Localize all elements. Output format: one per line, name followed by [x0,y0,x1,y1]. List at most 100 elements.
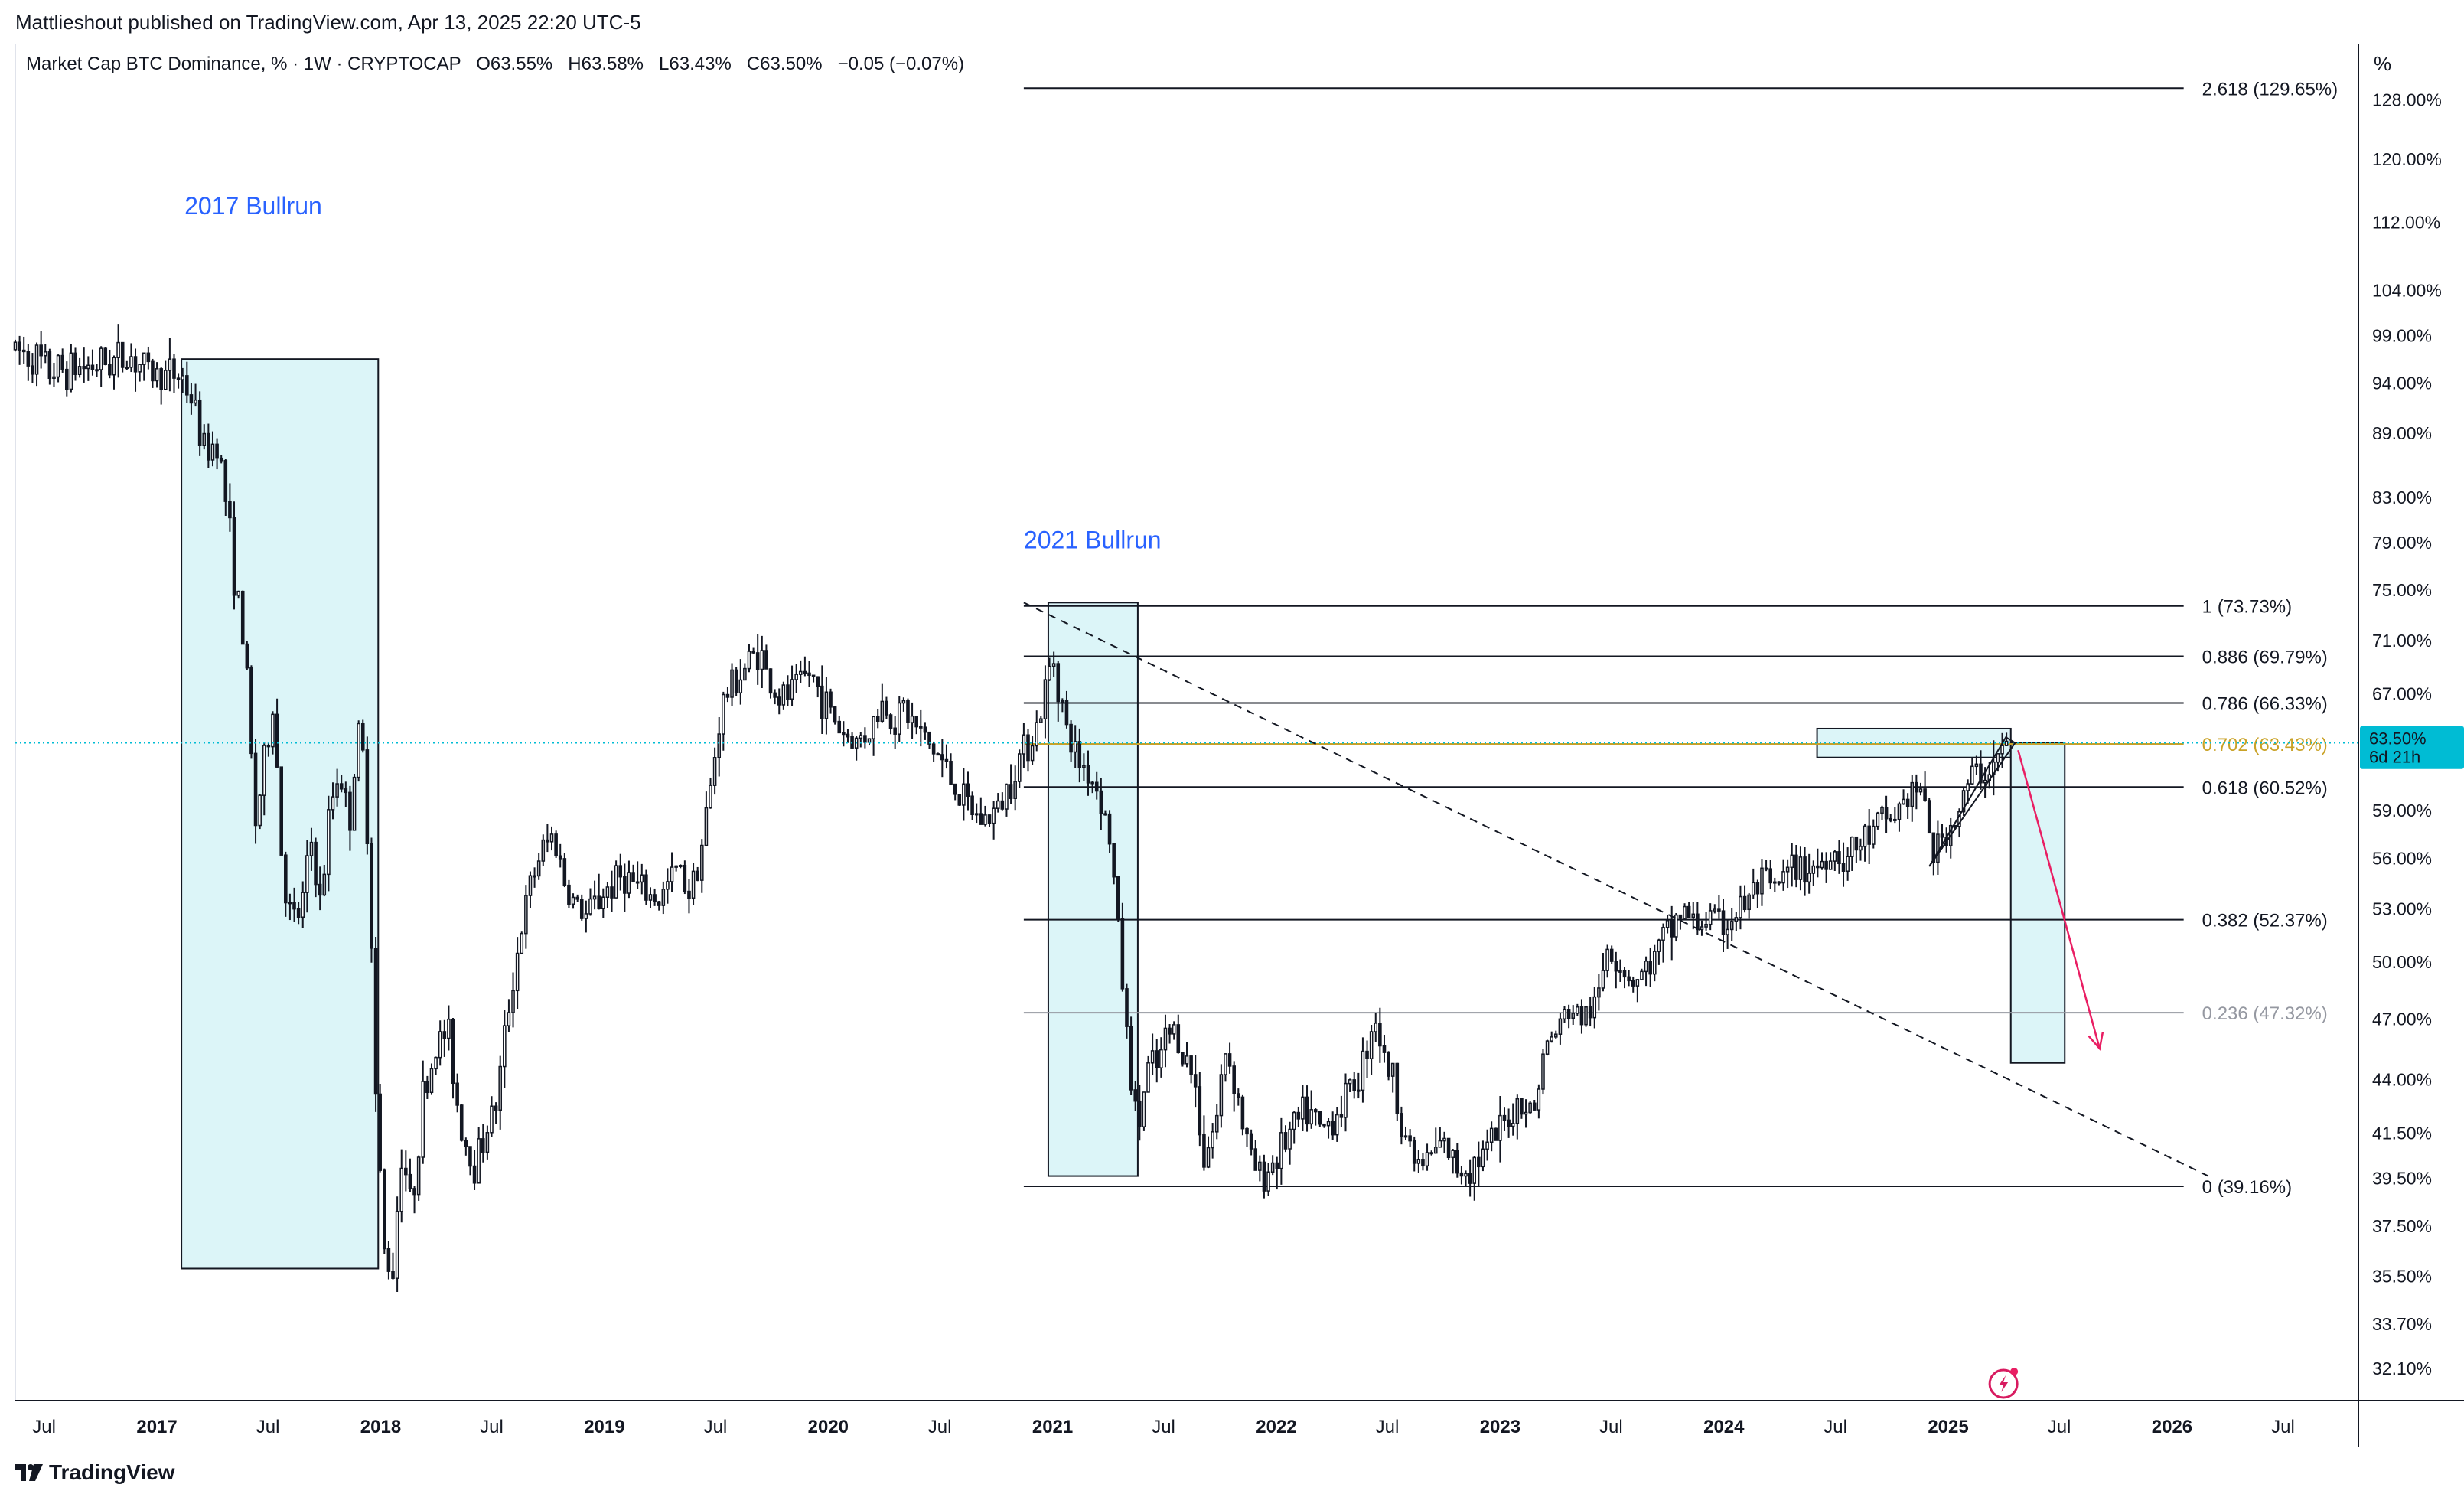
candle-body [1670,920,1674,938]
candle-body [554,833,558,857]
candle-body [515,952,520,992]
time-tick-label: 2020 [808,1417,849,1437]
candle-body [1605,948,1609,971]
candle-body [1550,1036,1553,1042]
candle-body [588,898,592,915]
candle-body [1768,868,1772,884]
candle-body [1043,679,1048,719]
candle-body [464,1140,468,1147]
candle-body [1760,867,1764,895]
candle-body [485,1132,490,1153]
candle-body [1915,781,1918,793]
candle-body [490,1105,494,1134]
candle-body [1262,1161,1266,1192]
candle-body [1820,860,1824,869]
candle-body [653,894,657,903]
candle-body [1884,807,1889,820]
candle-body [1726,928,1729,935]
candle-body [704,807,709,846]
candle-body [846,733,850,738]
candle-body [816,676,820,687]
candle-body [1785,866,1790,873]
time-tick-label: Jul [1599,1417,1623,1437]
candle-body [1030,745,1035,762]
candle-body [301,892,305,918]
candle-body [1700,926,1704,931]
candle-body [760,650,764,670]
candle-body [1489,1127,1494,1143]
candle-body [562,858,567,886]
candle-body [820,685,824,719]
candle-body [1227,1053,1232,1067]
candle-body [536,860,541,877]
candle-body [885,700,888,716]
fib-level-label: 0 (39.16%) [2202,1177,2292,1198]
candle-body [1520,1098,1524,1115]
candle-body [1537,1088,1541,1111]
candle-body [1566,1009,1571,1019]
candle-body [524,895,528,935]
candle-body [65,368,69,390]
candle-body [888,714,893,729]
candle-body [1374,1023,1378,1032]
candle-body [1459,1172,1464,1177]
candle-body [262,745,266,796]
candle-body [1344,1082,1348,1118]
price-tick-label: 79.00% [2372,533,2432,553]
candle-body [219,457,223,462]
candle-body [666,881,670,890]
candle-body [1996,753,2000,763]
price-tick-label: 50.00% [2372,952,2432,972]
candle-body [1408,1135,1412,1142]
candle-body [1532,1102,1537,1111]
price-tick-label: 44.00% [2372,1069,2432,1089]
candle-body [777,696,781,706]
candle-body [468,1146,472,1167]
annotation-label: 2021 Bullrun [1024,527,1162,554]
candle-body [1622,970,1627,978]
candle-body [1597,987,1601,998]
candle-body [696,870,699,881]
candle-body [1382,1045,1387,1053]
candle-body [533,875,536,878]
candle-body [1193,1074,1198,1088]
candle-body [1288,1128,1292,1150]
candle-body [1910,781,1915,807]
candle-body [155,368,159,382]
tradingview-brand[interactable]: TradingView [15,1460,174,1485]
candle-body [421,1081,425,1158]
candle-body [644,874,648,901]
candle-body [1751,882,1755,896]
candle-body [996,800,1000,809]
candle-body [1640,970,1644,980]
fib-level-label: 0.886 (69.79%) [2202,648,2328,668]
candle-body [26,351,31,367]
candle-body [305,855,309,893]
candle-body [1172,1024,1176,1035]
candle-body [601,896,605,910]
candle-body [1150,1050,1155,1064]
candle-body [1747,894,1751,911]
candle-body [1601,970,1605,989]
candle-body [910,715,914,723]
candle-body [1116,876,1120,920]
candle-body [1390,1062,1395,1077]
candle-body [275,713,279,768]
candle-body [974,813,979,816]
candle-body [1202,1134,1206,1168]
candle-body [228,501,232,519]
time-tick-label: Jul [480,1417,504,1437]
candle-body [618,865,623,878]
candle-body [404,1167,408,1176]
candle-body [210,443,215,461]
ohlc-close: 63.50% [760,54,823,74]
candle-body [579,899,584,919]
ohlc-change: −0.05 (−0.07%) [837,54,965,74]
candle-body [953,783,957,795]
candle-body [253,752,258,827]
candle-body [880,700,885,722]
candle-body [1237,1093,1240,1098]
time-tick-label: Jul [2048,1417,2071,1437]
candle-body [365,749,370,845]
